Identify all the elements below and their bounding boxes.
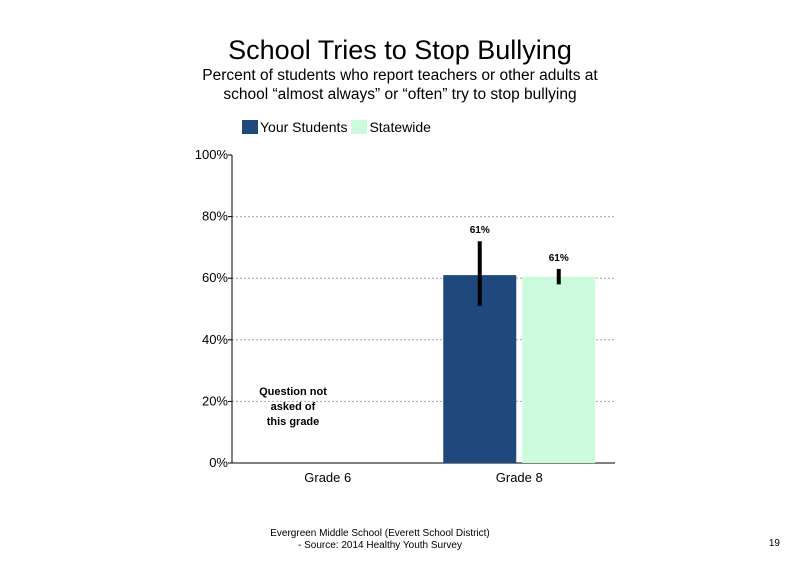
data-label: 61% <box>549 253 569 264</box>
y-tick-label: 60% <box>202 270 228 285</box>
x-category-label: Grade 8 <box>496 470 543 485</box>
annotation-line: Question not <box>259 386 327 398</box>
y-tick-label: 0% <box>209 455 228 470</box>
footer: Evergreen Middle School (Everett School … <box>180 528 580 552</box>
y-tick-label: 100% <box>195 147 229 162</box>
chart-subtitle: Percent of students who report teachers … <box>202 67 598 103</box>
page-number: 19 <box>768 538 780 549</box>
annotation-line: this grade <box>266 416 320 428</box>
bar-0-1 <box>443 275 517 463</box>
legend-item-statewide: Statewide <box>351 119 431 135</box>
bar-1-1 <box>522 276 596 463</box>
data-label: 61% <box>470 225 490 236</box>
legend: Your Students Statewide <box>242 119 435 135</box>
annotation-line: asked of <box>270 401 316 413</box>
legend-swatch-statewide <box>351 120 368 134</box>
legend-label-statewide: Statewide <box>369 119 431 135</box>
x-category-label: Grade 6 <box>304 470 351 485</box>
footer-school: Evergreen Middle School (Everett School … <box>270 528 490 539</box>
legend-swatch-your-students <box>242 120 258 134</box>
legend-label-your-students: Your Students <box>260 119 348 135</box>
footer-source: - Source: 2014 Healthy Youth Survey <box>298 540 462 551</box>
y-tick-label: 40% <box>202 332 228 347</box>
grade-6-annotation: Question not asked of this grade <box>238 385 348 430</box>
y-tick-label: 20% <box>202 393 228 408</box>
legend-item-your-students: Your Students <box>242 119 347 135</box>
y-tick-label: 80% <box>202 209 228 224</box>
chart-title: School Tries to Stop Bullying <box>228 35 572 65</box>
